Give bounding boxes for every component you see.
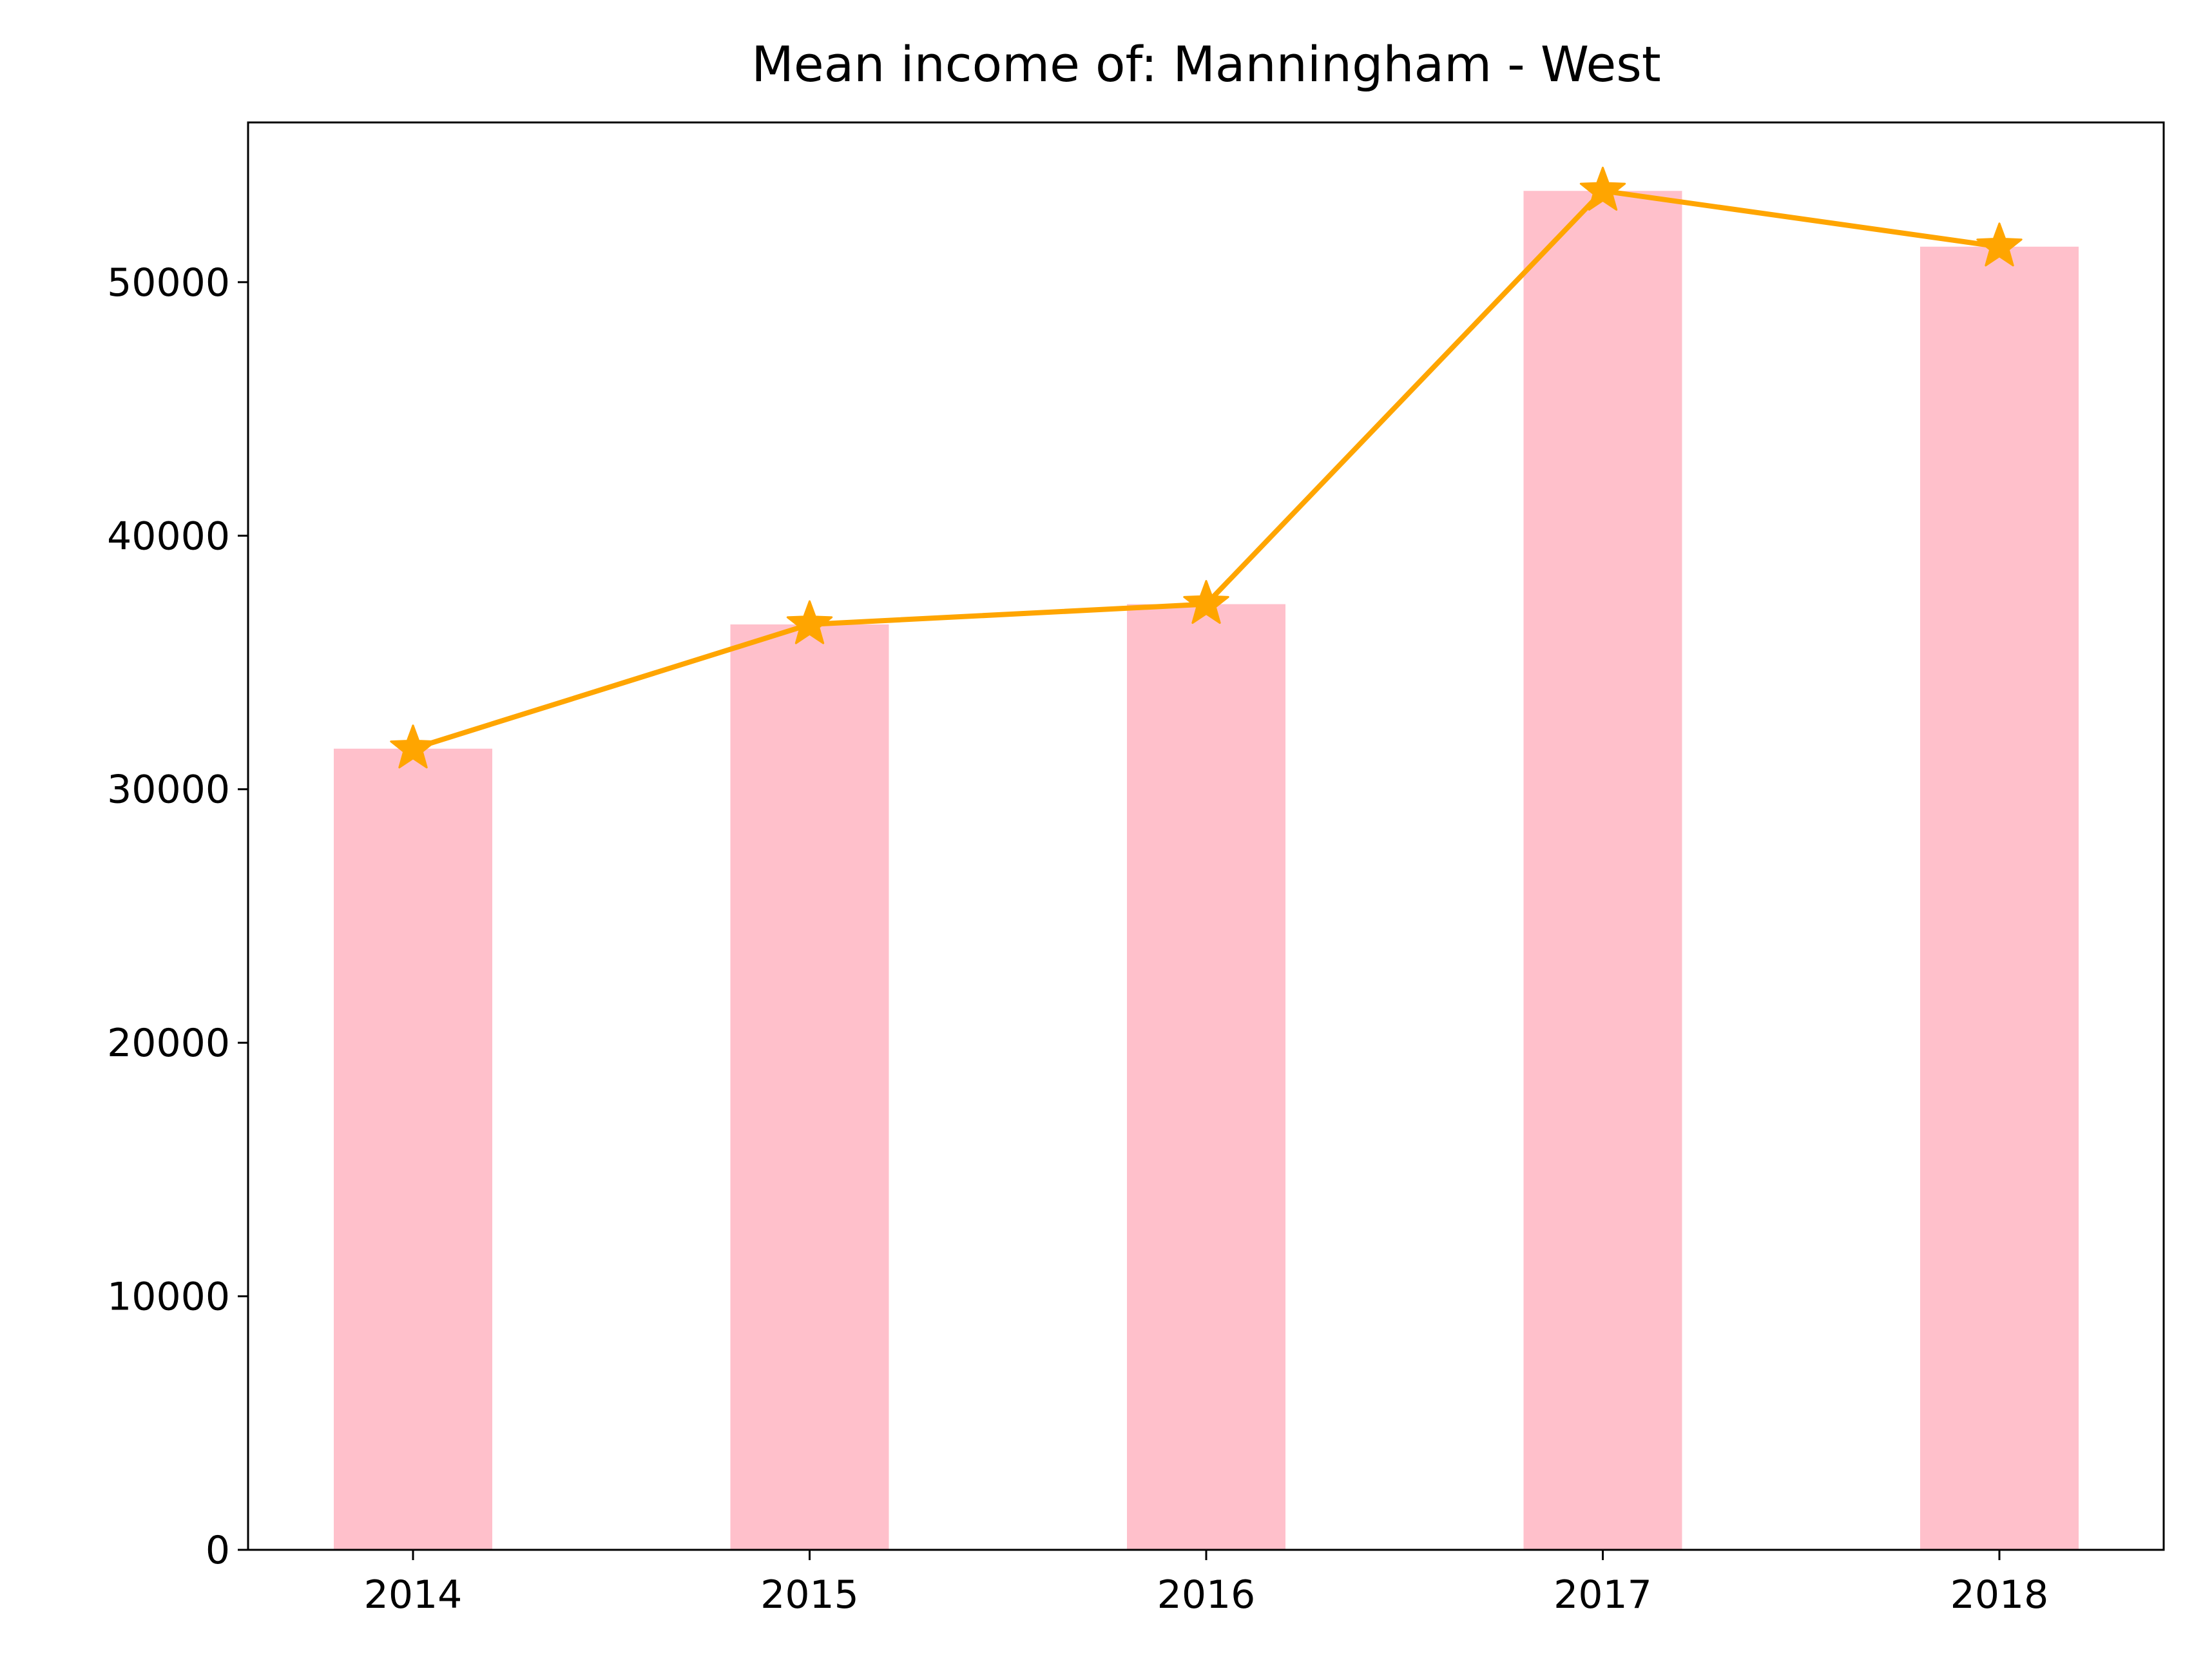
bar-2018	[1920, 246, 2079, 1550]
x-tick-label: 2018	[1950, 1572, 2049, 1617]
y-tick-label: 10000	[107, 1275, 230, 1320]
star-marker-2014	[390, 724, 436, 769]
y-tick-label: 30000	[107, 768, 230, 813]
star-marker-2017	[1579, 166, 1626, 211]
y-tick-label: 0	[206, 1528, 230, 1573]
y-tick-label: 50000	[107, 260, 230, 305]
star-marker-2018	[1976, 222, 2023, 267]
axes: 0 10000 20000 30000 40000 50000 2014 2015 2016 20…	[107, 121, 2165, 1617]
y-tick-label: 20000	[107, 1021, 230, 1066]
bar-2016	[1127, 604, 1285, 1550]
x-tick-label: 2015	[760, 1572, 859, 1617]
bar-2017	[1523, 191, 1682, 1550]
chart-title: Mean income of: Manningham - West	[751, 35, 1660, 93]
line-series	[390, 166, 2023, 769]
bar-2015	[730, 624, 889, 1550]
x-tick-label: 2017	[1554, 1572, 1652, 1617]
star-marker-2015	[786, 600, 833, 644]
x-tick-label: 2014	[364, 1572, 463, 1617]
star-marker-2016	[1183, 580, 1229, 624]
bar-2014	[334, 748, 492, 1550]
y-tick-label: 40000	[107, 514, 230, 559]
bar-series	[334, 191, 2079, 1550]
x-tick-label: 2016	[1157, 1572, 1256, 1617]
